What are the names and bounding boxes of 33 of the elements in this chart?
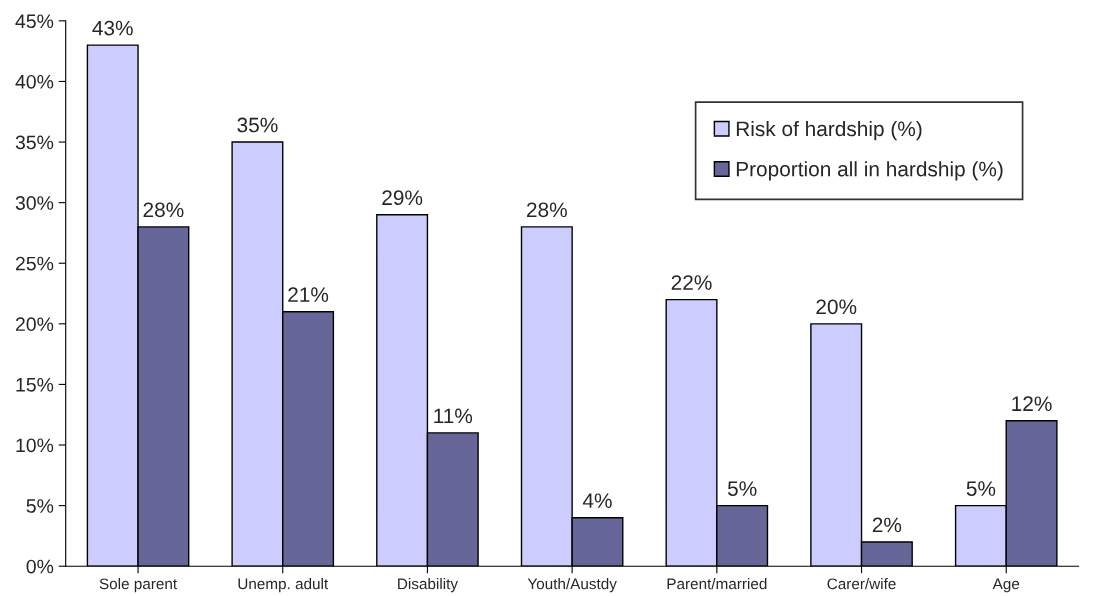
legend-label: Risk of hardship (%) bbox=[736, 120, 922, 141]
data-label: 35% bbox=[237, 117, 278, 133]
y-tick-label: 10% bbox=[16, 438, 54, 453]
data-label: 28% bbox=[527, 202, 567, 218]
x-tick-label: Parent/married bbox=[667, 578, 767, 590]
data-label: 21% bbox=[288, 287, 329, 302]
x-tick-label: Sole parent bbox=[99, 578, 178, 593]
y-tick-label: 20% bbox=[15, 317, 54, 332]
data-label: 5% bbox=[966, 481, 996, 496]
data-label: 43% bbox=[92, 20, 133, 36]
legend-label: Proportion all in hardship (%) bbox=[736, 161, 1003, 181]
data-label: 28% bbox=[143, 202, 184, 218]
y-tick-label: 40% bbox=[15, 74, 54, 89]
data-label: 20% bbox=[816, 299, 857, 315]
x-tick-label: Disability bbox=[398, 578, 458, 593]
y-tick-label: 45% bbox=[15, 14, 54, 29]
y-tick-label: 35% bbox=[15, 135, 54, 150]
y-tick-label: 15% bbox=[16, 377, 54, 392]
data-label: 4% bbox=[582, 493, 612, 508]
y-tick-label: 30% bbox=[15, 196, 54, 210]
x-tick-label: Unemp. adult bbox=[238, 578, 329, 593]
x-tick-label: Youth/Austdy bbox=[527, 578, 617, 593]
x-tick-label: Age bbox=[992, 578, 1020, 593]
data-label: 22% bbox=[671, 275, 712, 290]
data-label: 29% bbox=[382, 190, 423, 206]
data-label: 5% bbox=[727, 481, 757, 496]
data-label: 11% bbox=[434, 408, 473, 424]
y-tick-label: 0% bbox=[26, 559, 54, 574]
x-tick-label: Carer/wife bbox=[827, 578, 896, 590]
y-tick-label: 25% bbox=[15, 256, 54, 271]
y-tick-label: 5% bbox=[26, 499, 54, 513]
data-label: 12% bbox=[1012, 396, 1052, 412]
data-label: 2% bbox=[872, 517, 902, 533]
